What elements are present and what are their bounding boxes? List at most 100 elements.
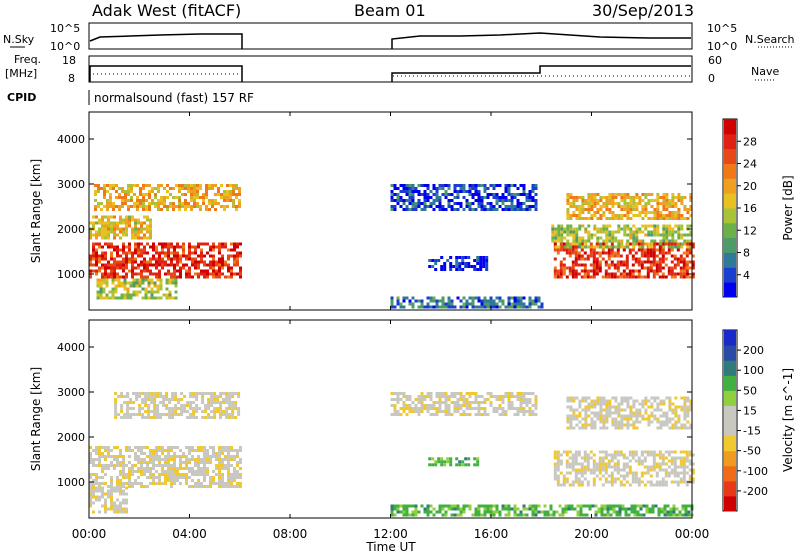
power-cell [566,202,570,205]
power-cell [605,230,609,234]
velocity-cell [528,398,532,401]
velocity-cell [504,513,508,517]
power-cell [194,260,197,264]
power-cell [122,275,125,279]
power-cell [468,296,472,300]
velocity-cell [681,507,685,511]
power-cell [593,205,597,208]
power-cell [212,248,215,252]
power-cell [170,257,173,261]
velocity-cell [140,449,143,452]
power-cell [143,245,146,249]
power-cell [578,211,582,214]
velocity-cell [513,407,517,410]
velocity-cell [447,395,451,398]
power-cell [665,233,669,237]
power-cell [146,218,149,222]
power-cell [649,248,653,252]
velocity-cell [228,398,232,401]
velocity-cell [92,479,95,482]
velocity-colorbar-swatch [724,345,736,361]
power-cell [405,187,409,190]
velocity-cell [495,395,499,398]
velocity-cell [140,470,143,473]
velocity-cell [98,486,101,490]
power-cell [471,296,475,300]
power-cell [476,259,480,262]
power-cell [659,233,663,237]
velocity-cell [660,510,664,514]
power-cell [595,260,599,264]
velocity-cell [225,395,229,398]
power-cell [614,193,618,196]
power-cell [665,239,669,243]
power-cell [673,275,677,279]
velocity-cell [577,483,581,487]
power-cell [577,272,581,276]
velocity-cell [640,459,644,463]
power-cell [143,236,146,240]
velocity-cell [432,513,436,517]
velocity-cell [668,417,672,421]
power-cell [94,199,97,202]
power-cell [569,217,573,220]
power-cell [637,248,641,252]
power-cell [599,208,603,211]
power-cell [167,254,170,258]
power-cell [653,233,657,237]
power-cell [143,221,146,225]
velocity-cell [426,510,430,514]
power-cell [587,193,591,196]
velocity-cell [456,504,460,508]
power-cell [679,272,683,276]
velocity-cell [614,417,618,421]
power-cell [154,196,157,199]
velocity-cell [438,504,442,508]
power-cell [465,202,469,205]
velocity-cell [617,402,621,406]
velocity-cell [468,407,472,410]
power-cell [112,187,115,190]
velocity-cell [122,458,125,461]
power-cell [411,202,415,205]
velocity-cell [161,467,164,470]
velocity-cell [567,507,571,511]
velocity-cell [239,485,242,488]
velocity-cell [180,407,184,410]
power-cell [214,199,217,202]
velocity-cell [428,457,432,461]
power-cell [513,305,517,309]
power-cell [95,254,98,258]
velocity-cell [170,467,173,470]
power-cell [193,190,196,193]
power-cell [652,272,656,276]
power-cell [559,275,563,279]
power-cell [480,202,484,205]
power-cell [423,208,427,211]
power-cell [685,263,689,267]
power-cell [109,202,112,205]
velocity-cell [681,513,685,517]
power-cell [459,202,463,205]
power-cell [143,215,146,219]
power-cell [104,269,107,273]
velocity-cell [673,462,677,466]
power-cell [194,251,197,255]
velocity-cell [571,480,575,484]
power-cell [626,193,630,196]
velocity-cell [114,413,118,416]
power-cell [187,190,190,193]
power-cell [683,217,687,220]
power-cell [655,260,659,264]
power-cell [566,230,570,234]
power-cell [658,269,662,273]
power-cell [142,196,145,199]
velocity-cell [675,507,679,511]
power-cell [239,275,242,279]
velocity-cell [689,399,693,403]
power-cell [578,242,582,246]
power-cell [127,205,130,208]
power-cell [408,190,412,193]
velocity-cell [222,413,226,416]
velocity-cell [644,411,648,415]
